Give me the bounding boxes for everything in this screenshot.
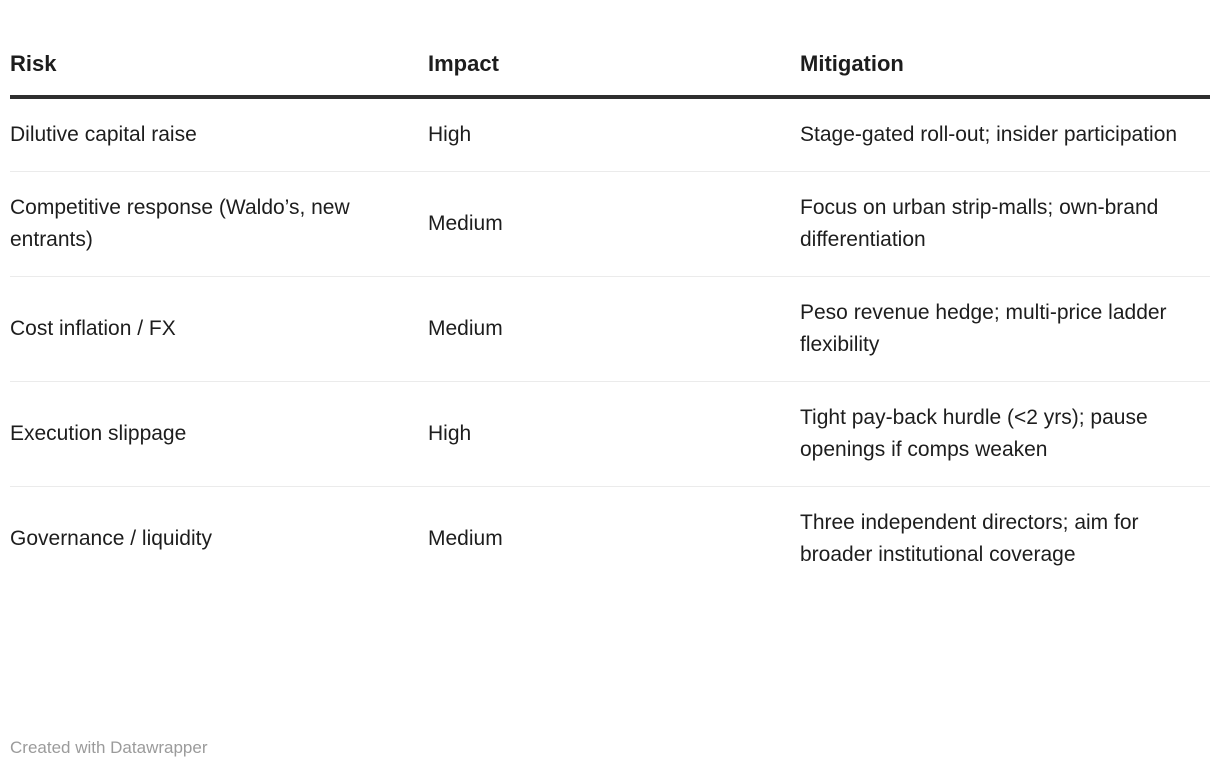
- mitigation-cell: Three independent directors; aim for bro…: [800, 486, 1210, 591]
- table-row: Dilutive capital raise High Stage-gated …: [10, 97, 1210, 172]
- table-header-row: Risk Impact Mitigation: [10, 40, 1210, 99]
- risk-cell: Cost inflation / FX: [10, 276, 428, 382]
- mitigation-cell: Focus on urban strip-malls; own-brand di…: [800, 171, 1210, 277]
- table-row: Governance / liquidity Medium Three inde…: [10, 486, 1210, 591]
- risk-table: Risk Impact Mitigation Dilutive capital …: [10, 40, 1210, 591]
- mitigation-cell: Stage-gated roll-out; insider participat…: [800, 123, 1178, 146]
- impact-cell: High: [428, 123, 472, 146]
- table-row: Cost inflation / FX Medium Peso revenue …: [10, 276, 1210, 382]
- datawrapper-attribution-link[interactable]: Created with Datawrapper: [10, 738, 208, 757]
- mitigation-cell: Peso revenue hedge; multi-price ladder f…: [800, 276, 1210, 382]
- impact-cell: High: [428, 381, 800, 487]
- table-header-mitigation: Mitigation: [800, 40, 1210, 99]
- impact-cell: Medium: [428, 171, 800, 277]
- table-header-risk: Risk: [10, 40, 428, 99]
- impact-cell: Medium: [428, 486, 800, 591]
- table-row: Competitive response (Waldo’s, new entra…: [10, 171, 1210, 277]
- mitigation-cell: Tight pay-back hurdle (<2 yrs); pause op…: [800, 381, 1210, 487]
- impact-cell: Medium: [428, 276, 800, 382]
- risk-cell: Competitive response (Waldo’s, new entra…: [10, 171, 428, 277]
- risk-cell: Dilutive capital raise: [10, 123, 197, 146]
- risk-cell: Governance / liquidity: [10, 486, 428, 591]
- table-row: Execution slippage High Tight pay-back h…: [10, 381, 1210, 487]
- table-header-impact: Impact: [428, 40, 800, 99]
- risk-cell: Execution slippage: [10, 381, 428, 487]
